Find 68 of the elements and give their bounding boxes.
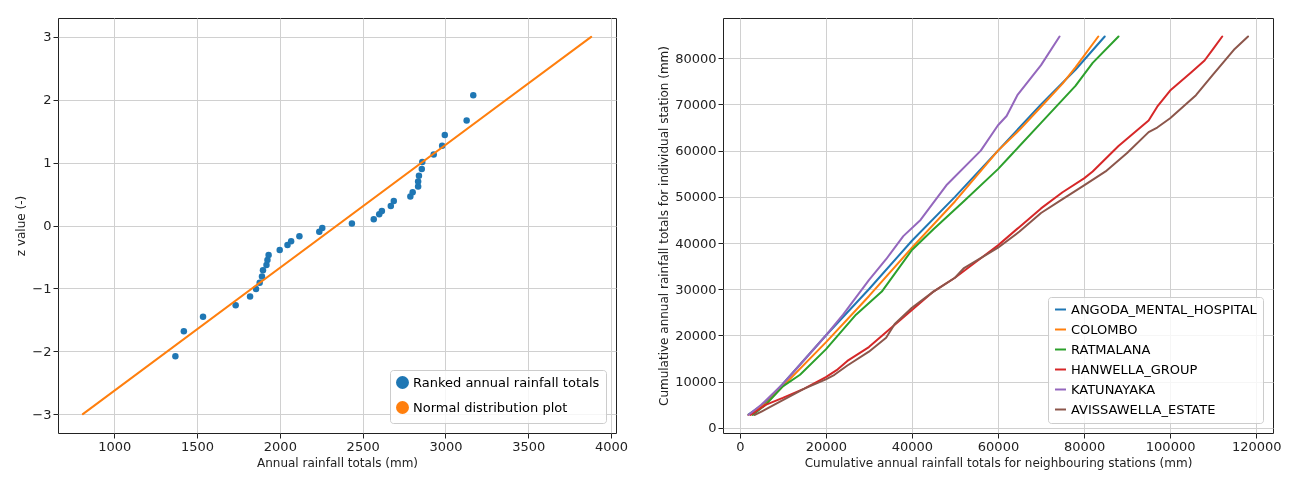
point <box>258 273 266 280</box>
point <box>415 172 423 180</box>
x-axis-title: Cumulative annual rainfall totals for neighbouring stations (mm) <box>804 455 1193 470</box>
y-tick-label: 70000 <box>675 96 717 112</box>
y-tick-label: 40000 <box>675 235 717 251</box>
y-tick-label: 80000 <box>675 50 717 66</box>
point <box>470 92 477 99</box>
legend-label: AVISSAWELLA_ESTATE <box>1071 401 1216 417</box>
x-tick-label: 2000 <box>263 438 297 454</box>
x-tick-label: 1500 <box>181 438 215 454</box>
x-tick-label: 3000 <box>429 438 463 454</box>
y-tick-label: 0 <box>43 218 52 233</box>
x-tick-label: 80000 <box>1063 438 1106 454</box>
legend-label: Ranked annual rainfall totals <box>413 374 600 390</box>
x-tick-label: 120000 <box>1231 438 1282 454</box>
point <box>264 256 271 264</box>
point <box>409 188 416 196</box>
x-tick-label: 1000 <box>98 438 132 454</box>
point <box>418 165 426 173</box>
y-axis-title: Cumulative annual rainfall totals for individual station (mm) <box>657 46 672 406</box>
x-tick-label: 0 <box>736 438 745 454</box>
legend-label: RATMALANA <box>1071 341 1151 357</box>
x-tick-label: 40000 <box>891 438 934 454</box>
point <box>263 261 270 269</box>
y-tick-label: 50000 <box>675 189 717 205</box>
x-axis-title: Annual rainfall totals (mm) <box>256 455 419 470</box>
y-tick-label: 10000 <box>675 374 717 390</box>
legend-label: HANWELLA_GROUP <box>1071 361 1198 377</box>
point <box>319 224 326 232</box>
x-tick-label: 2500 <box>346 438 380 454</box>
point <box>390 197 398 205</box>
y-axis-title: z value (-) <box>14 195 29 257</box>
point <box>232 302 239 309</box>
point <box>199 313 207 320</box>
point <box>414 178 422 185</box>
point <box>463 117 470 124</box>
y-tick-label: −3 <box>32 406 52 422</box>
y-tick-label: −1 <box>32 280 52 296</box>
point <box>246 293 254 300</box>
point <box>296 232 303 240</box>
y-tick-label: 30000 <box>675 281 717 297</box>
legend-label: KATUNAYAKA <box>1071 381 1156 397</box>
y-tick-label: 1 <box>43 155 52 171</box>
point <box>348 220 356 227</box>
point <box>265 251 272 259</box>
x-tick-label: 3500 <box>512 438 546 454</box>
point <box>276 246 283 254</box>
y-tick-label: 60000 <box>675 143 717 159</box>
point <box>287 237 295 245</box>
y-tick-label: 2 <box>43 92 52 108</box>
y-tick-label: 3 <box>43 29 52 45</box>
x-tick-label: 20000 <box>805 438 848 454</box>
y-tick-label: −2 <box>32 343 52 359</box>
legend-label: COLOMBO <box>1071 321 1138 337</box>
point <box>441 131 449 139</box>
point <box>284 241 291 249</box>
legend-label: Normal distribution plot <box>413 399 568 415</box>
x-tick-label: 4000 <box>594 438 629 454</box>
y-tick-label: 20000 <box>675 327 717 343</box>
x-tick-label: 60000 <box>977 438 1020 454</box>
y-tick-label: 0 <box>708 420 717 436</box>
point <box>370 215 377 223</box>
point <box>180 327 188 335</box>
legend-label: ANGODA_MENTAL_HOSPITAL <box>1071 301 1258 317</box>
point <box>387 202 395 210</box>
x-tick-label: 100000 <box>1145 438 1196 454</box>
point <box>172 353 179 360</box>
point <box>259 266 267 274</box>
